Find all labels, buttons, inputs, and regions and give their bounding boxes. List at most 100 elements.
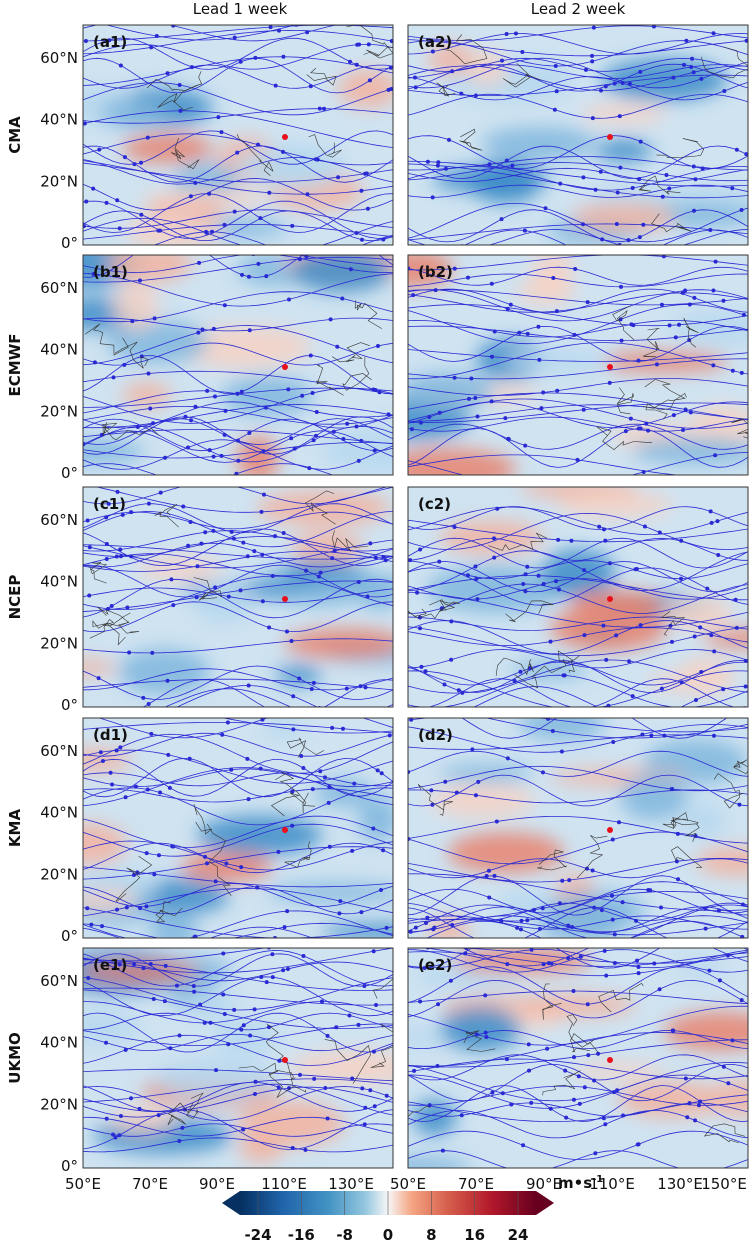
map-content	[83, 25, 393, 245]
flow-arrow	[456, 688, 461, 693]
coastlines	[89, 490, 369, 646]
flow-arrow	[725, 953, 730, 958]
flow-arrow	[281, 530, 286, 535]
streamline	[408, 875, 748, 916]
streamline	[83, 976, 393, 1011]
streamline	[83, 815, 393, 848]
flow-arrow	[711, 288, 716, 293]
boundary	[114, 341, 149, 369]
flow-arrow	[246, 274, 251, 279]
streamline	[408, 948, 748, 969]
boundary	[92, 620, 130, 646]
shading-blob	[113, 284, 159, 331]
flow-arrow	[638, 69, 643, 74]
streamline	[83, 749, 393, 784]
streamline	[408, 902, 748, 922]
flow-arrow	[419, 664, 424, 669]
panel-frame	[407, 947, 749, 1169]
flow-arrow	[367, 78, 372, 83]
flow-arrow	[734, 147, 739, 152]
flow-arrow	[330, 556, 335, 561]
flow-arrow	[521, 1143, 526, 1148]
streamline	[83, 989, 393, 1029]
streamline	[464, 229, 748, 245]
flow-arrow	[253, 55, 258, 60]
streamline	[408, 65, 748, 91]
flow-arrow	[450, 69, 455, 74]
streamline	[408, 423, 748, 450]
flow-arrow	[178, 108, 183, 113]
flow-arrow	[454, 790, 459, 795]
shading-blob	[337, 68, 393, 109]
shading-blob	[122, 133, 214, 164]
panel-label: (e1)	[93, 956, 127, 974]
flow-arrow	[267, 625, 272, 630]
flow-arrow	[340, 726, 345, 731]
flow-arrow	[290, 789, 295, 794]
flow-arrow	[483, 993, 488, 998]
streamline	[408, 349, 748, 362]
flow-arrow	[260, 718, 265, 722]
flow-arrow	[381, 848, 386, 853]
streamline	[408, 519, 748, 543]
flow-arrow	[317, 106, 322, 111]
flow-arrow	[239, 865, 244, 870]
flow-arrow	[234, 471, 239, 475]
panel-frame	[82, 947, 394, 1169]
boundary	[502, 63, 541, 88]
streamline	[408, 1058, 748, 1080]
flow-arrow	[446, 137, 451, 142]
flow-arrow	[366, 42, 371, 47]
lat-tick-label: 60°N	[40, 49, 78, 67]
shading-blob	[107, 255, 193, 283]
flow-arrow	[223, 408, 228, 413]
lon-tick-label: 150°E	[701, 1175, 747, 1193]
flow-arrow	[577, 1101, 582, 1106]
flow-arrow	[141, 966, 146, 971]
flow-arrow	[368, 541, 373, 546]
shading-blob	[275, 665, 322, 686]
streamline	[408, 63, 748, 92]
streamline	[408, 567, 748, 606]
flow-arrow	[489, 399, 494, 404]
flow-arrow	[221, 992, 226, 997]
boundary	[429, 599, 460, 612]
flow-arrow	[525, 918, 530, 923]
boundary	[670, 818, 700, 842]
flow-arrow	[168, 1046, 173, 1051]
boundary	[660, 611, 686, 636]
streamline	[408, 659, 748, 694]
flow-arrow	[412, 1068, 417, 1073]
streamline	[83, 157, 393, 185]
streamline	[95, 487, 393, 513]
flow-arrow	[690, 56, 695, 61]
streamline	[408, 906, 748, 934]
flow-arrow	[193, 404, 198, 409]
flow-arrow	[597, 524, 602, 529]
streamline	[408, 325, 748, 342]
flow-arrow	[681, 428, 686, 433]
shading-blob	[547, 891, 645, 931]
streamline	[83, 910, 393, 938]
flow-arrow	[146, 371, 151, 376]
flow-arrow	[289, 639, 294, 644]
streamline	[408, 718, 748, 733]
flow-arrow	[418, 547, 423, 552]
streamline	[83, 193, 393, 233]
flow-arrow	[709, 633, 714, 638]
streamline	[408, 273, 748, 288]
streamline	[83, 1023, 393, 1047]
flow-arrow	[325, 1033, 330, 1038]
flow-arrow	[523, 589, 528, 594]
flow-arrow	[99, 432, 104, 437]
streamline	[408, 831, 748, 865]
lat-tick-label: 0°	[61, 464, 78, 482]
coastlines	[408, 532, 686, 689]
flow-arrow	[484, 1035, 489, 1040]
flow-arrow	[596, 1051, 601, 1056]
flow-arrow	[117, 226, 122, 231]
flow-arrow	[726, 1081, 731, 1086]
boundary	[542, 1070, 581, 1096]
flow-arrow	[384, 1093, 389, 1098]
station-dot	[282, 1057, 288, 1063]
